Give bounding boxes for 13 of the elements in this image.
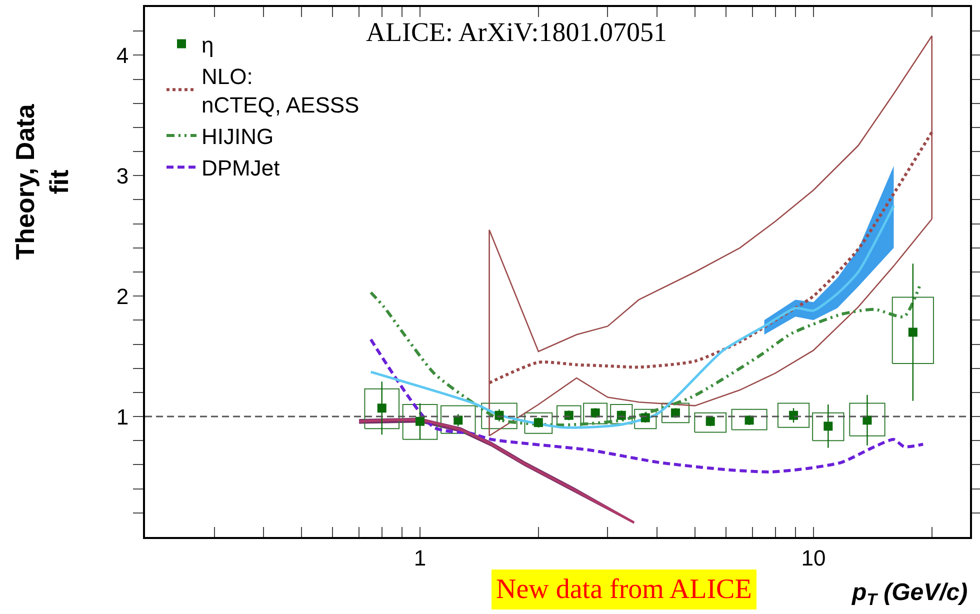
- annotation: ALICE: ArXiV:1801.07051: [366, 17, 667, 47]
- y-tick-label: 2: [116, 284, 129, 309]
- legend-label: η: [202, 32, 214, 58]
- y-tick-label: 3: [116, 163, 129, 188]
- legend-label: DPMJet: [202, 156, 280, 181]
- legend-label: NLO: nCTEQ, AESSS: [202, 64, 360, 118]
- legend-label: HIJING: [202, 124, 274, 150]
- text: New data from ALICE: [496, 574, 752, 605]
- x-axis-title: p$_{T}$ (GeV/c): [851, 579, 968, 610]
- y-axis-title: Theory, Data fit: [10, 104, 74, 260]
- y-tick-label: 1: [116, 404, 129, 430]
- x-tick-label: 10: [801, 545, 826, 570]
- y-tick-label: 4: [116, 42, 129, 68]
